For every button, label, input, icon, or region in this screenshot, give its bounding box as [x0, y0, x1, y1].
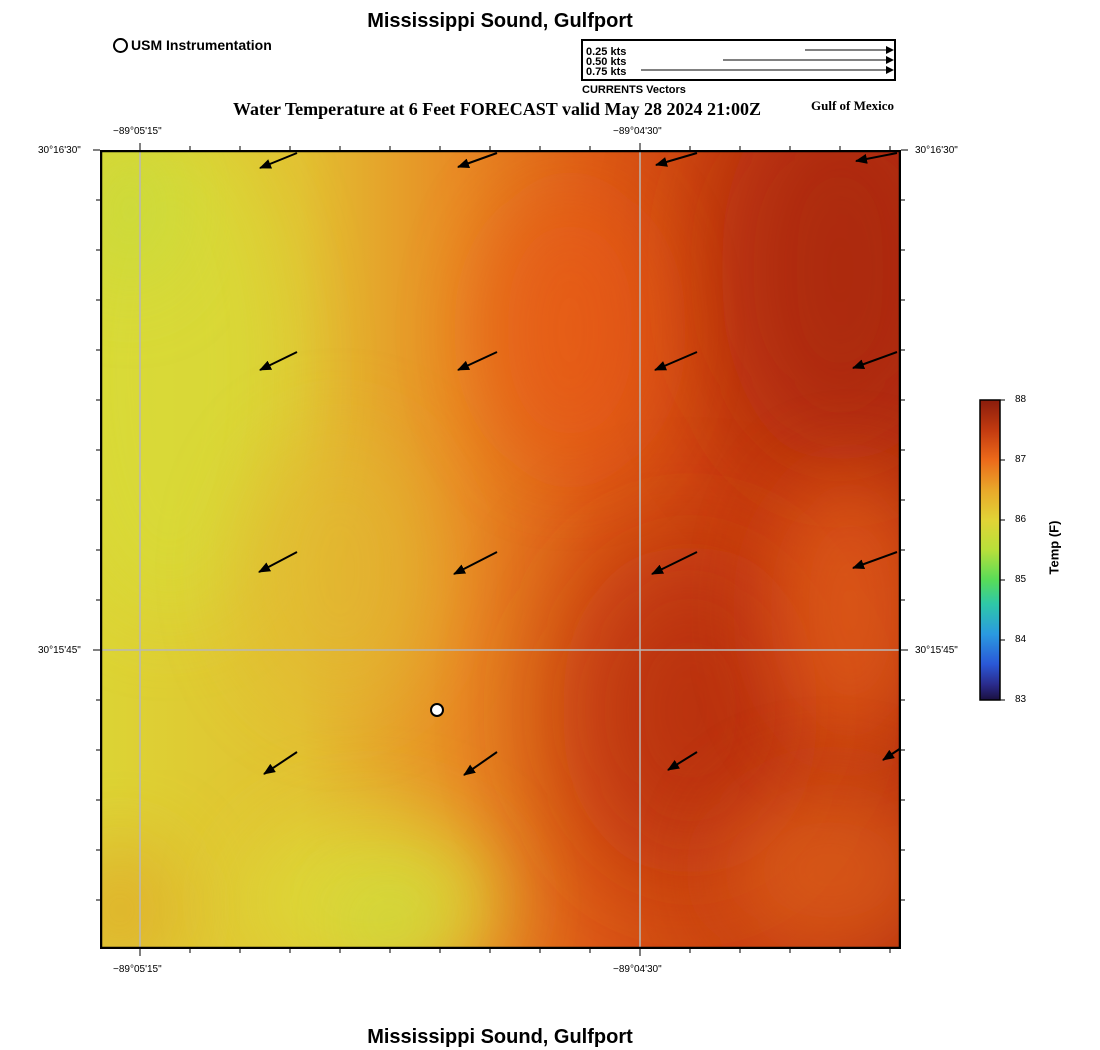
lon-tick-label: −89°05'15": [113, 126, 162, 137]
colorbar-tick-label: 87: [1015, 454, 1027, 465]
station-legend: USM Instrumentation: [113, 37, 272, 53]
colorbar-tick-label: 83: [1015, 694, 1027, 705]
colorbar-title: Temp (F): [1046, 520, 1062, 575]
current-vector: [259, 351, 298, 371]
vector-legend-label: 0.75 kts: [586, 66, 627, 78]
map-title: Mississippi Sound, Gulfport: [367, 10, 633, 32]
lat-tick-label: 30°16'30": [915, 145, 958, 156]
current-vector: [263, 751, 298, 775]
current-vector: [651, 551, 698, 575]
station-legend-label: USM Instrumentation: [131, 37, 272, 53]
current-vector: [667, 751, 698, 771]
current-vector: [882, 747, 901, 761]
current-vector: [655, 152, 698, 167]
vector-legend-label: 0.25 kts: [586, 46, 627, 58]
colorbar-tick-label: 84: [1015, 634, 1027, 645]
lat-tick-label: 30°15'45": [915, 645, 958, 656]
map-subtitle: Water Temperature at 6 Feet FORECAST val…: [233, 99, 761, 119]
current-vector: [463, 751, 498, 776]
station-marker-icon: [113, 37, 128, 53]
lon-tick-label: −89°05'15": [113, 964, 162, 975]
current-vector: [654, 351, 698, 371]
current-vector: [453, 551, 498, 575]
current-vector: [852, 351, 898, 369]
current-vector: [855, 152, 898, 164]
current-vector: [457, 351, 498, 371]
current-vector: [852, 551, 898, 569]
colorbar-tick-label: 88: [1015, 394, 1027, 405]
region-label: Gulf of Mexico: [811, 98, 895, 113]
lat-tick-label: 30°16'30": [38, 145, 81, 156]
colorbar-tick-label: 85: [1015, 574, 1027, 585]
vector-legend: 0.25 kts 0.50 kts 0.75 kts: [581, 39, 896, 81]
lon-tick-label: −89°04'30": [613, 964, 662, 975]
usm-station-marker: [430, 703, 444, 717]
current-vector: [258, 551, 298, 573]
lon-tick-label: −89°04'30": [613, 126, 662, 137]
current-vector: [259, 152, 298, 169]
lat-tick-label: 30°15'45": [38, 645, 81, 656]
colorbar-gradient: [979, 399, 1001, 701]
current-vector: [457, 152, 498, 168]
vector-legend-caption: CURRENTS Vectors: [582, 84, 686, 96]
vector-legend-label: 0.50 kts: [586, 56, 627, 68]
vector-legend-arrows: [641, 46, 894, 74]
footer-title: Mississippi Sound, Gulfport: [367, 1026, 633, 1048]
colorbar: [979, 399, 1005, 701]
temperature-map: [100, 150, 901, 949]
colorbar-tick-label: 86: [1015, 514, 1027, 525]
map-border: [100, 150, 901, 949]
